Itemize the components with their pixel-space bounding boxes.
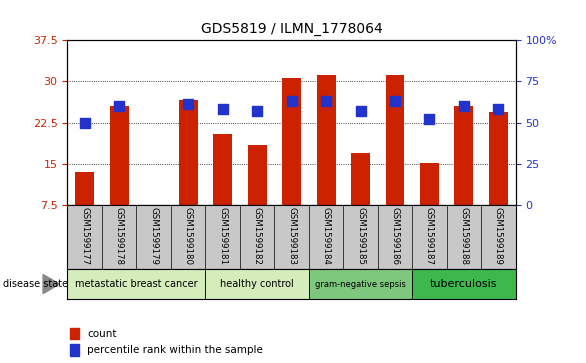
Bar	[247, 144, 267, 205]
Text: count: count	[87, 329, 117, 339]
Title: GDS5819 / ILMN_1778064: GDS5819 / ILMN_1778064	[200, 22, 383, 36]
Text: GSM1599183: GSM1599183	[287, 207, 296, 265]
Text: GSM1599178: GSM1599178	[115, 207, 124, 265]
Text: GSM1599181: GSM1599181	[218, 207, 227, 265]
Point	[253, 108, 262, 114]
Bar	[420, 163, 439, 205]
Point	[287, 98, 296, 104]
Text: GSM1599180: GSM1599180	[183, 207, 193, 265]
Text: tuberculosis: tuberculosis	[430, 279, 498, 289]
Bar	[70, 328, 79, 339]
Text: disease state: disease state	[3, 279, 68, 289]
Bar	[282, 78, 301, 205]
Text: gram-negative sepsis: gram-negative sepsis	[315, 280, 406, 289]
Point	[321, 98, 331, 104]
Point	[218, 106, 227, 112]
Text: healthy control: healthy control	[220, 279, 294, 289]
Text: GSM1599187: GSM1599187	[425, 207, 434, 265]
Text: GSM1599182: GSM1599182	[253, 207, 261, 265]
Bar	[455, 106, 473, 205]
Text: GSM1599179: GSM1599179	[149, 207, 158, 265]
Bar	[386, 75, 404, 205]
Point	[459, 103, 469, 109]
Text: metastatic breast cancer: metastatic breast cancer	[75, 279, 197, 289]
Point	[183, 101, 193, 107]
Text: GSM1599186: GSM1599186	[390, 207, 400, 265]
Bar	[70, 344, 79, 356]
Bar	[75, 172, 94, 205]
Text: GSM1599189: GSM1599189	[494, 207, 503, 265]
Text: GSM1599177: GSM1599177	[80, 207, 89, 265]
Bar	[412, 269, 516, 299]
Bar	[67, 269, 205, 299]
Bar	[316, 75, 336, 205]
Point	[425, 116, 434, 122]
Bar	[309, 269, 412, 299]
Bar	[489, 111, 508, 205]
Point	[80, 119, 89, 125]
Text: GSM1599185: GSM1599185	[356, 207, 365, 265]
Bar	[351, 153, 370, 205]
Point	[390, 98, 400, 104]
Text: GSM1599184: GSM1599184	[322, 207, 331, 265]
Bar	[110, 106, 128, 205]
Point	[356, 108, 365, 114]
Polygon shape	[43, 274, 60, 294]
Point	[114, 103, 124, 109]
Bar	[213, 134, 232, 205]
Bar	[179, 101, 197, 205]
Bar	[205, 269, 309, 299]
Text: percentile rank within the sample: percentile rank within the sample	[87, 345, 263, 355]
Text: GSM1599188: GSM1599188	[459, 207, 468, 265]
Point	[494, 106, 503, 112]
